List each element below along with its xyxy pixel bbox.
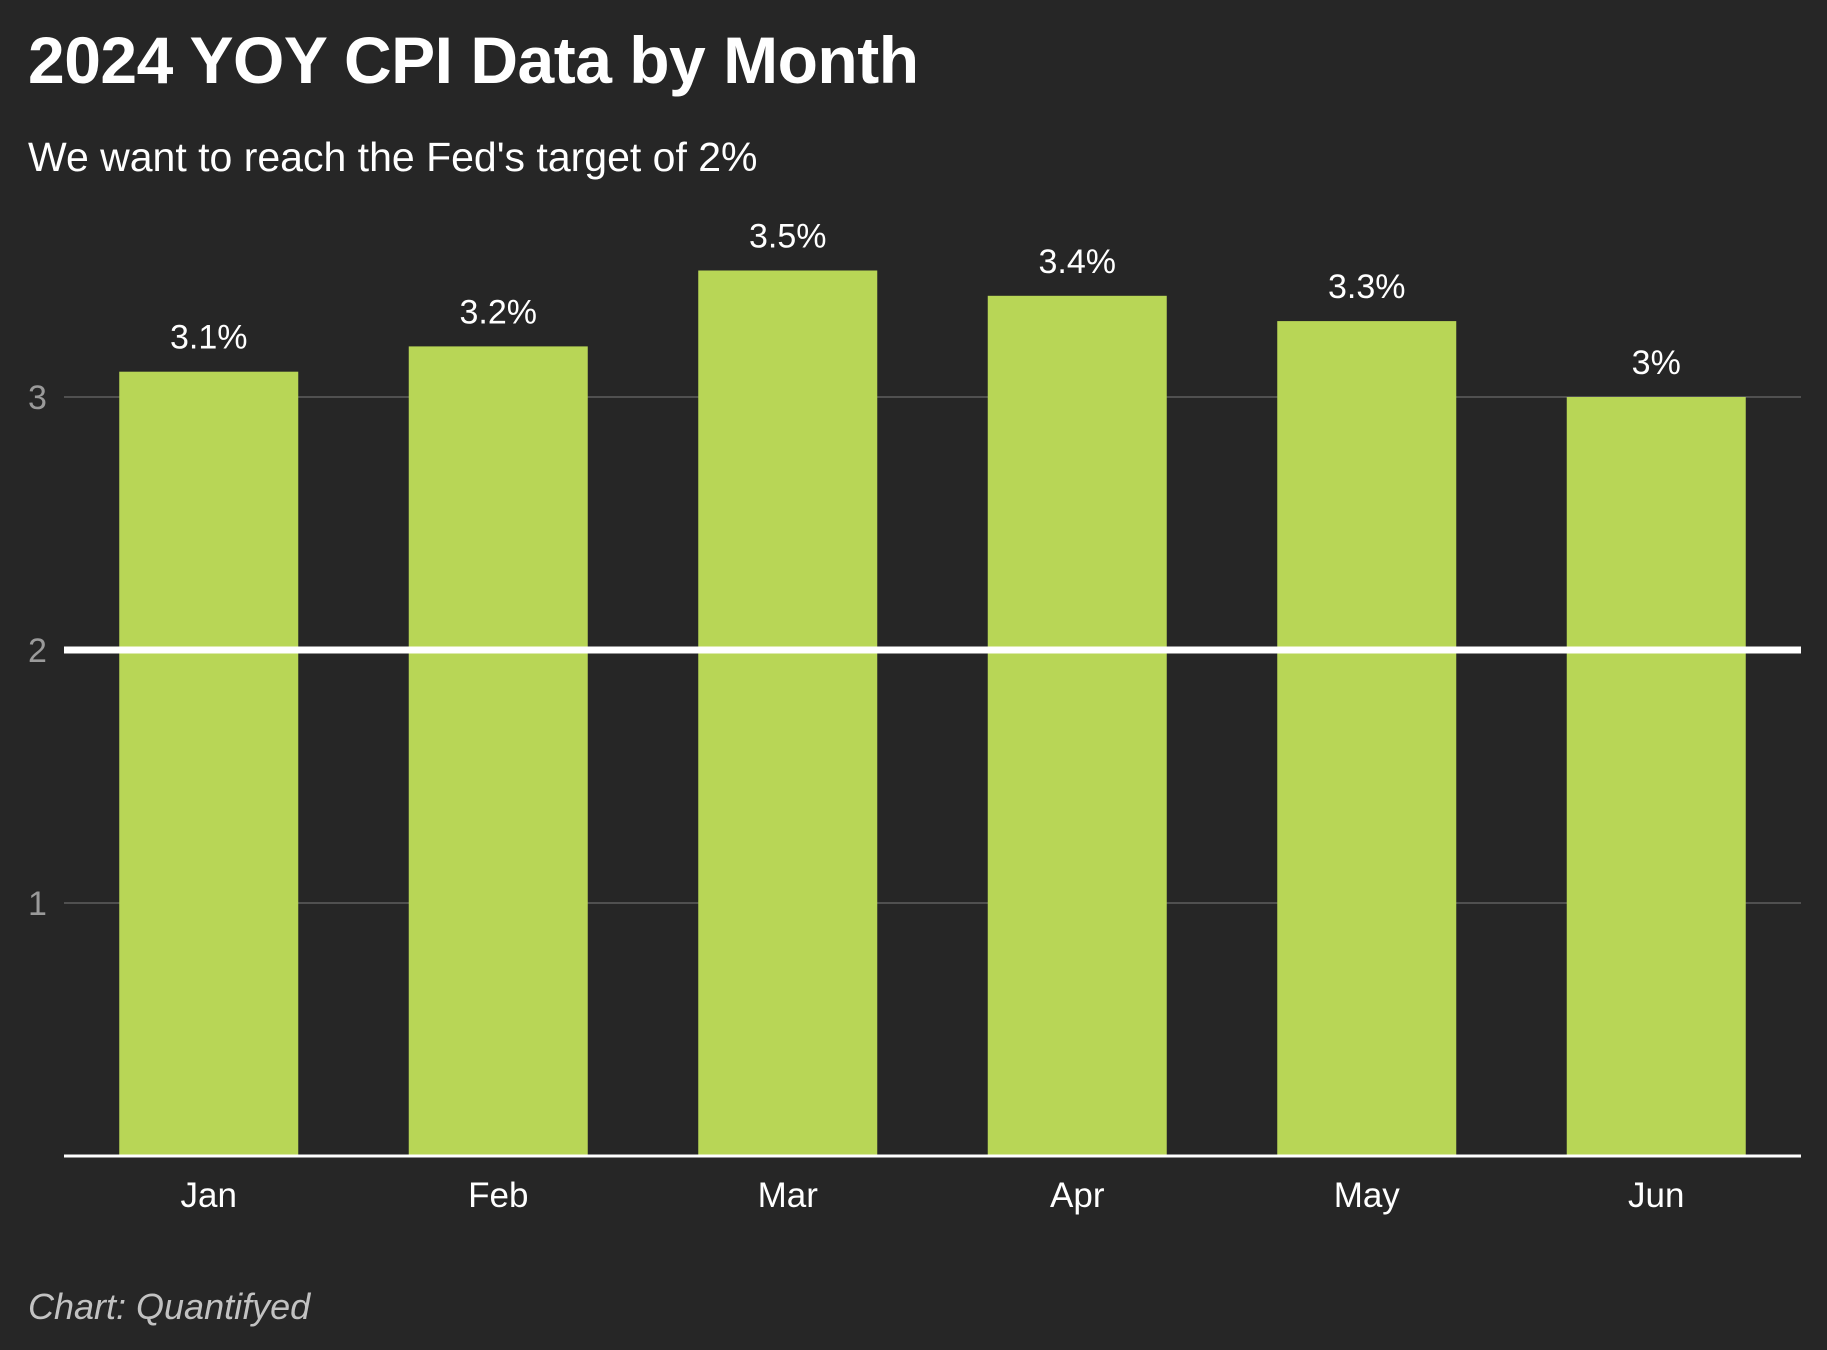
bar-may: [1277, 321, 1457, 1157]
y-tick-label-2: 2: [28, 632, 47, 670]
bar-feb: [408, 346, 588, 1156]
bar-mar: [698, 270, 878, 1156]
data-labels: 3.1% 3.2% 3.5% 3.4% 3.3% 3%: [170, 218, 1681, 383]
data-label-may: 3.3%: [1328, 268, 1406, 306]
category-label-may: May: [1334, 1176, 1401, 1215]
data-label-mar: 3.5%: [749, 218, 827, 256]
chart-title: 2024 YOY CPI Data by Month: [28, 23, 919, 97]
bars: [119, 270, 1746, 1157]
category-labels: Jan Feb Mar Apr May Jun: [181, 1176, 1685, 1215]
y-axis-ticks: 1 2 3: [28, 379, 47, 923]
y-tick-label-3: 3: [28, 379, 47, 417]
chart-credit: Chart: Quantifyed: [28, 1286, 311, 1327]
bar-apr: [987, 295, 1167, 1156]
chart-subtitle: We want to reach the Fed's target of 2%: [28, 134, 758, 180]
category-label-mar: Mar: [758, 1176, 819, 1215]
y-tick-label-1: 1: [28, 885, 47, 923]
category-label-jun: Jun: [1628, 1176, 1684, 1215]
bar-jun: [1566, 397, 1746, 1156]
data-label-feb: 3.2%: [460, 293, 538, 331]
gridlines: [64, 396, 1801, 904]
category-label-apr: Apr: [1050, 1176, 1105, 1215]
bar-jan: [119, 371, 299, 1156]
category-label-feb: Feb: [468, 1176, 528, 1215]
data-label-apr: 3.4%: [1039, 243, 1117, 281]
data-label-jan: 3.1%: [170, 319, 248, 357]
data-label-jun: 3%: [1632, 344, 1681, 382]
category-label-jan: Jan: [181, 1176, 237, 1215]
